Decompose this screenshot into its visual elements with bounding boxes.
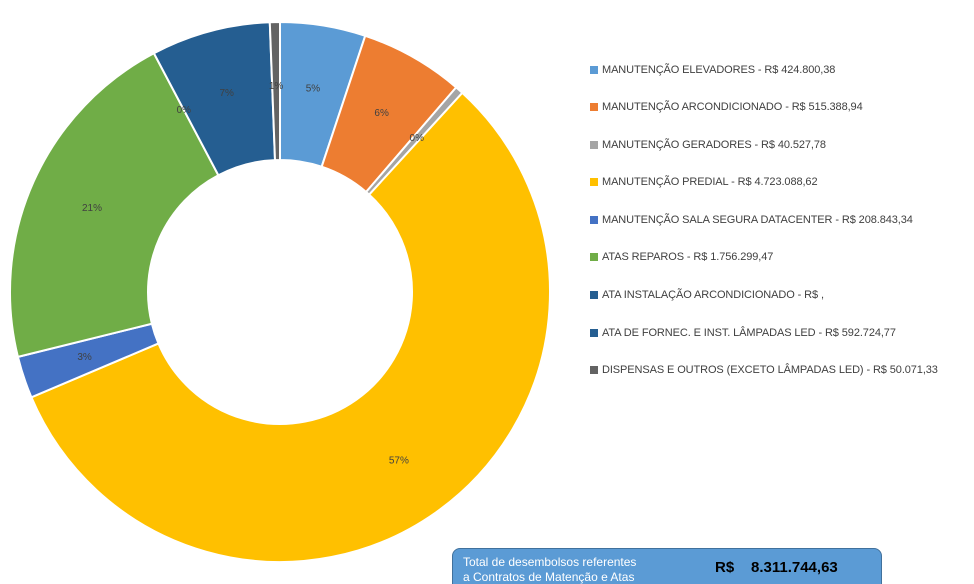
slice-data-label: 3%: [77, 352, 92, 363]
legend-item: MANUTENÇÃO PREDIAL - R$ 4.723.088,62: [590, 169, 974, 196]
legend-swatch: [590, 215, 598, 224]
legend-label: MANUTENÇÃO GERADORES - R$ 40.527,78: [602, 138, 826, 151]
chart-legend: MANUTENÇÃO ELEVADORES - R$ 424.800,38 MA…: [590, 56, 974, 394]
legend-swatch: [590, 65, 598, 74]
legend-swatch: [590, 140, 598, 149]
total-value: 8.311.744,63: [751, 559, 838, 576]
legend-swatch: [590, 328, 598, 337]
total-currency: R$: [715, 559, 735, 576]
legend-label: MANUTENÇÃO PREDIAL - R$ 4.723.088,62: [602, 176, 818, 189]
donut-slice: [30, 91, 551, 563]
total-description-line1: Total de desembolsos referentes: [463, 555, 637, 569]
legend-label: ATA DE FORNEC. E INST. LÂMPADAS LED - R$…: [602, 326, 896, 339]
legend-item: DISPENSAS E OUTROS (EXCETO LÂMPADAS LED)…: [590, 357, 974, 384]
legend-label: MANUTENÇÃO ELEVADORES - R$ 424.800,38: [602, 63, 836, 76]
donut-slice: [268, 20, 281, 162]
legend-label: ATAS REPAROS - R$ 1.756.299,47: [602, 251, 774, 264]
legend-item: MANUTENÇÃO ARCONDICIONADO - R$ 515.388,9…: [590, 94, 974, 121]
legend-swatch: [590, 103, 598, 112]
legend-label: MANUTENÇÃO ARCONDICIONADO - R$ 515.388,9…: [602, 101, 863, 114]
total-summary-box: Total de desembolsos referentes a Contra…: [452, 548, 882, 584]
legend-item: MANUTENÇÃO SALA SEGURA DATACENTER - R$ 2…: [590, 206, 974, 233]
total-description-line2: a Contratos de Matenção e Atas: [463, 570, 635, 584]
legend-swatch: [590, 291, 598, 300]
legend-label: ATA INSTALAÇÃO ARCONDICIONADO - R$ ,: [602, 289, 824, 302]
legend-label: MANUTENÇÃO SALA SEGURA DATACENTER - R$ 2…: [602, 213, 913, 226]
legend-item: ATA DE FORNEC. E INST. LÂMPADAS LED - R$…: [590, 319, 974, 346]
slice-data-label: 5%: [306, 84, 321, 95]
slice-data-label: 6%: [374, 108, 389, 119]
legend-item: ATA INSTALAÇÃO ARCONDICIONADO - R$ ,: [590, 282, 974, 309]
legend-label: DISPENSAS E OUTROS (EXCETO LÂMPADAS LED)…: [602, 364, 938, 377]
legend-item: ATAS REPAROS - R$ 1.756.299,47: [590, 244, 974, 271]
legend-item: MANUTENÇÃO ELEVADORES - R$ 424.800,38: [590, 56, 974, 83]
legend-swatch: [590, 178, 598, 187]
donut-slice: [9, 51, 220, 359]
slice-data-label: 0%: [177, 105, 192, 116]
legend-swatch: [590, 253, 598, 262]
slice-data-label: 0%: [410, 133, 425, 144]
legend-swatch: [590, 366, 598, 375]
total-description: Total de desembolsos referentes a Contra…: [463, 555, 693, 584]
legend-item: MANUTENÇÃO GERADORES - R$ 40.527,78: [590, 131, 974, 158]
slice-data-label: 1%: [269, 81, 284, 92]
slice-data-label: 7%: [219, 88, 234, 99]
donut-chart: 5% 6% 0% 57% 3% 21% 0% 7% 1%: [9, 20, 551, 563]
slice-data-label: 21%: [82, 203, 102, 214]
slice-data-label: 57%: [389, 455, 409, 466]
